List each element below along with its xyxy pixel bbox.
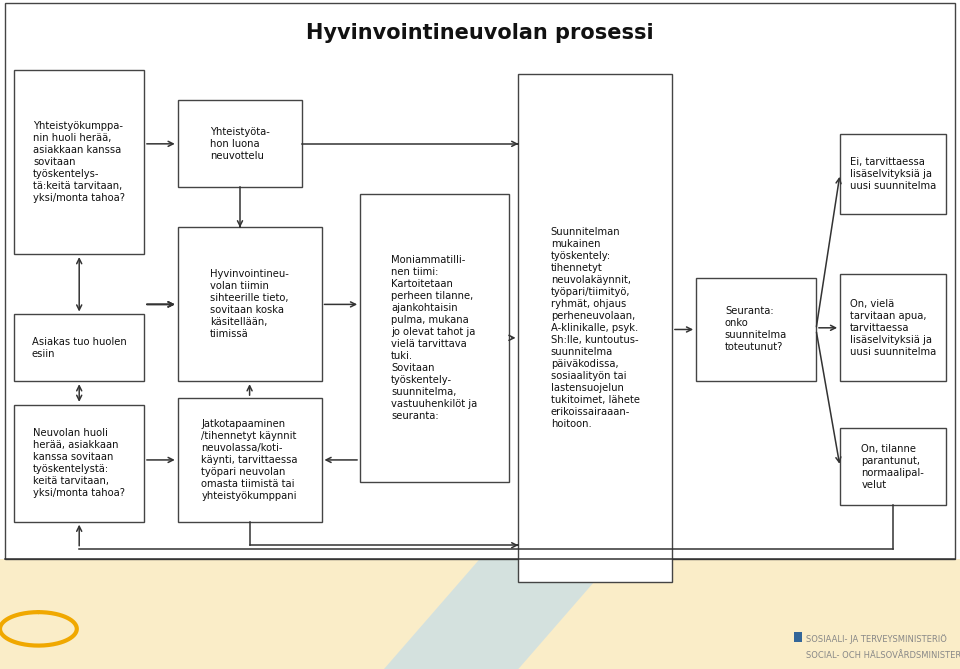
Bar xyxy=(178,100,302,187)
Bar xyxy=(840,274,946,381)
Bar xyxy=(5,3,955,559)
Bar xyxy=(840,428,946,505)
Text: Hyvinvointineu-
volan tiimin
sihteerille tieto,
sovitaan koska
käsitellään,
tiim: Hyvinvointineu- volan tiimin sihteerille… xyxy=(210,270,289,339)
Text: On, tilanne
parantunut,
normaalipal-
velut: On, tilanne parantunut, normaalipal- vel… xyxy=(861,444,924,490)
Bar xyxy=(14,405,144,522)
Text: Yhteistyökumppa-
nin huoli herää,
asiakkaan kanssa
sovitaan
työskentelys-
tä:kei: Yhteistyökumppa- nin huoli herää, asiakk… xyxy=(34,121,125,203)
Bar xyxy=(178,398,322,522)
Text: SOCIAL- OCH HÄLSOVÅRDSMINISTERIET: SOCIAL- OCH HÄLSOVÅRDSMINISTERIET xyxy=(806,651,960,660)
Text: On, vielä
tarvitaan apua,
tarvittaessa
lisäselvityksiä ja
uusi suunnitelma: On, vielä tarvitaan apua, tarvittaessa l… xyxy=(850,299,936,357)
Bar xyxy=(14,314,144,381)
Bar xyxy=(360,194,509,482)
Text: SOSIAALI- JA TERVEYSMINISTERIÖ: SOSIAALI- JA TERVEYSMINISTERIÖ xyxy=(806,634,948,644)
Bar xyxy=(794,632,802,642)
Bar xyxy=(178,227,322,381)
Polygon shape xyxy=(384,559,614,669)
Bar xyxy=(518,74,672,582)
Bar xyxy=(696,278,816,381)
Bar xyxy=(0,559,960,669)
Text: Neuvolan huoli
herää, asiakkaan
kanssa sovitaan
työskentelystä:
keitä tarvitaan,: Neuvolan huoli herää, asiakkaan kanssa s… xyxy=(34,428,125,498)
Bar xyxy=(840,134,946,214)
Text: Moniammatilli-
nen tiimi:
Kartoitetaan
perheen tilanne,
ajankohtaisin
pulma, muk: Moniammatilli- nen tiimi: Kartoitetaan p… xyxy=(392,255,477,421)
Bar xyxy=(14,70,144,254)
Text: Asiakas tuo huolen
esiin: Asiakas tuo huolen esiin xyxy=(32,337,127,359)
Text: Yhteistyöta-
hon luona
neuvottelu: Yhteistyöta- hon luona neuvottelu xyxy=(210,127,270,161)
Text: Seuranta:
onko
suunnitelma
toteutunut?: Seuranta: onko suunnitelma toteutunut? xyxy=(725,306,787,353)
Text: Jatkotapaaminen
/tihennetyt käynnit
neuvolassa/koti-
käynti, tarvittaessa
työpar: Jatkotapaaminen /tihennetyt käynnit neuv… xyxy=(202,419,298,501)
Text: Suunnitelman
mukainen
työskentely:
tihennetyt
neuvolakäynnit,
työpari/tiimityö,
: Suunnitelman mukainen työskentely: tihen… xyxy=(551,227,639,429)
Text: Ei, tarvittaessa
lisäselvityksiä ja
uusi suunnitelma: Ei, tarvittaessa lisäselvityksiä ja uusi… xyxy=(850,157,936,191)
Text: Hyvinvointineuvolan prosessi: Hyvinvointineuvolan prosessi xyxy=(306,23,654,43)
